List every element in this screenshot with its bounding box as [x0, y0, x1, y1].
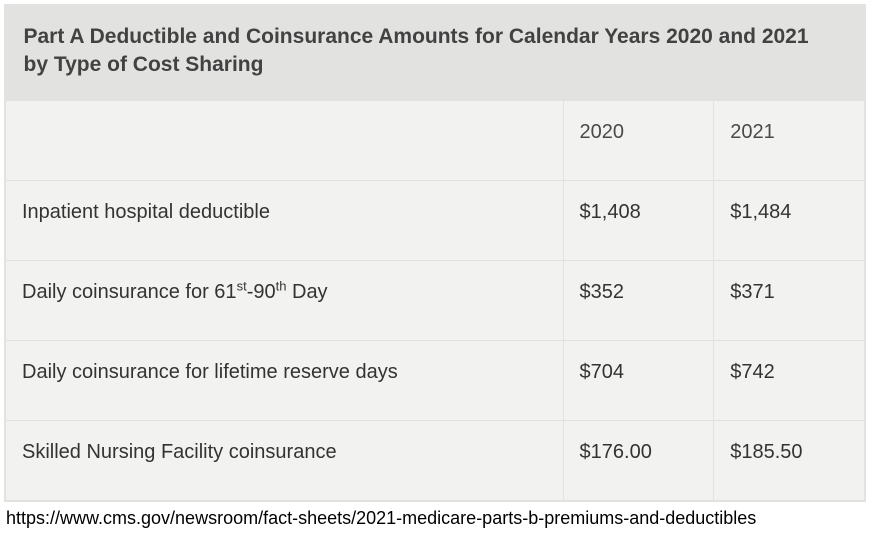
table-row: Inpatient hospital deductible $1,408 $1,… [6, 180, 865, 260]
table-row: Daily coinsurance for 61st-90th Day $352… [6, 260, 865, 340]
row-2021: $371 [714, 260, 865, 340]
table-title: Part A Deductible and Coinsurance Amount… [6, 5, 865, 100]
row-2021: $1,484 [714, 180, 865, 260]
cost-sharing-table: Part A Deductible and Coinsurance Amount… [4, 4, 866, 502]
header-row: 2020 2021 [6, 100, 865, 180]
row-2020: $176.00 [563, 420, 714, 500]
row-2021: $185.50 [714, 420, 865, 500]
row-2020: $704 [563, 340, 714, 420]
table-row: Daily coinsurance for lifetime reserve d… [6, 340, 865, 420]
title-line-1: Part A Deductible and Coinsurance Amount… [24, 25, 809, 48]
row-label: Inpatient hospital deductible [6, 180, 564, 260]
col-header-2021: 2021 [714, 100, 865, 180]
row-2021: $742 [714, 340, 865, 420]
col-header-2020: 2020 [563, 100, 714, 180]
row-label: Skilled Nursing Facility coinsurance [6, 420, 564, 500]
row-2020: $352 [563, 260, 714, 340]
table-body: Inpatient hospital deductible $1,408 $1,… [6, 180, 865, 500]
table: Part A Deductible and Coinsurance Amount… [5, 5, 865, 501]
row-label: Daily coinsurance for 61st-90th Day [6, 260, 564, 340]
col-header-blank [6, 100, 564, 180]
row-2020: $1,408 [563, 180, 714, 260]
title-line-2: by Type of Cost Sharing [24, 53, 264, 76]
source-url: https://www.cms.gov/newsroom/fact-sheets… [4, 502, 875, 529]
row-label: Daily coinsurance for lifetime reserve d… [6, 340, 564, 420]
table-row: Skilled Nursing Facility coinsurance $17… [6, 420, 865, 500]
